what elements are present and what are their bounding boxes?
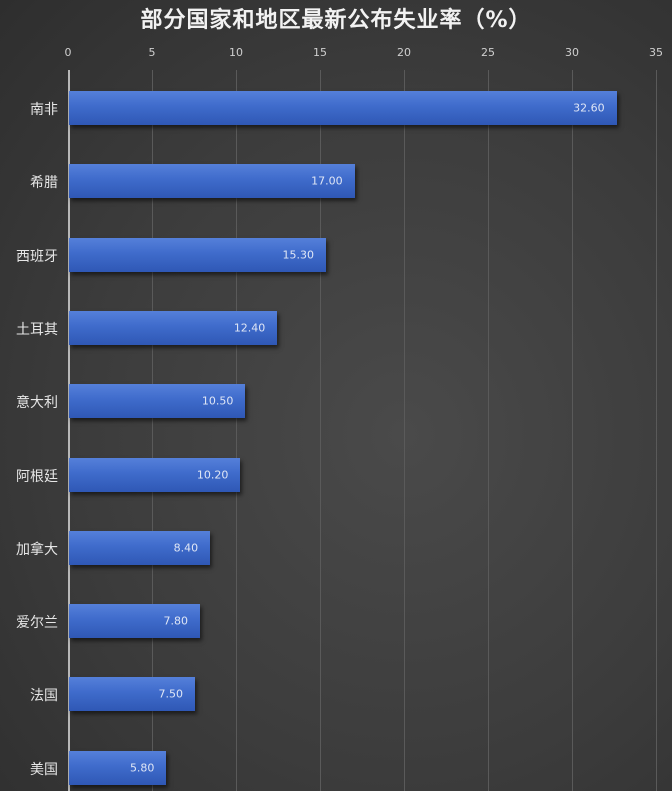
bar: 5.80 (69, 750, 167, 785)
value-label: 17.00 (311, 174, 343, 188)
gridline (152, 70, 153, 791)
chart-title: 部分国家和地区最新公布失业率（%） (140, 8, 532, 33)
gridline (236, 70, 237, 791)
value-label: 7.80 (163, 614, 189, 628)
category-label: 意大利 (16, 395, 58, 412)
category-label: 美国 (30, 761, 58, 778)
bar: 15.30 (69, 237, 327, 272)
value-label: 32.60 (573, 101, 605, 115)
gridline (488, 70, 489, 791)
bar: 10.50 (69, 384, 246, 419)
value-label: 8.40 (173, 541, 199, 555)
gridline (404, 70, 405, 791)
x-tick-label: 15 (313, 46, 327, 59)
x-tick-label: 20 (397, 46, 411, 59)
x-tick-label: 25 (481, 46, 495, 59)
bar: 12.40 (69, 310, 278, 345)
bar: 32.60 (69, 91, 617, 125)
category-label: 阿根廷 (16, 468, 58, 485)
category-label: 西班牙 (16, 248, 58, 265)
value-label: 10.20 (196, 468, 229, 481)
value-label: 7.50 (158, 687, 184, 701)
x-tick-label: 5 (148, 46, 156, 59)
x-tick-label: 10 (229, 46, 243, 59)
value-label: 5.80 (129, 761, 155, 775)
bar: 17.00 (69, 164, 355, 199)
x-tick-label: 0 (64, 46, 72, 59)
bar: 8.40 (69, 530, 211, 565)
category-label: 加拿大 (16, 541, 58, 558)
bar: 7.50 (69, 677, 195, 712)
gridline (572, 70, 573, 791)
bar: 10.20 (69, 457, 241, 492)
category-label: 南非 (30, 102, 58, 118)
category-label: 土耳其 (16, 321, 58, 338)
category-label: 爱尔兰 (16, 615, 58, 632)
gridline (656, 70, 657, 791)
y-axis-line (68, 70, 70, 791)
bar: 7.80 (69, 604, 201, 639)
value-label: 12.40 (233, 321, 266, 335)
x-tick-label: 35 (649, 46, 663, 59)
gridline (320, 70, 321, 791)
value-label: 10.50 (201, 394, 234, 408)
category-label: 法国 (30, 688, 58, 705)
plot-area (68, 70, 657, 791)
category-label: 希腊 (30, 175, 58, 192)
value-label: 15.30 (282, 248, 315, 262)
x-tick-label: 30 (565, 46, 579, 59)
